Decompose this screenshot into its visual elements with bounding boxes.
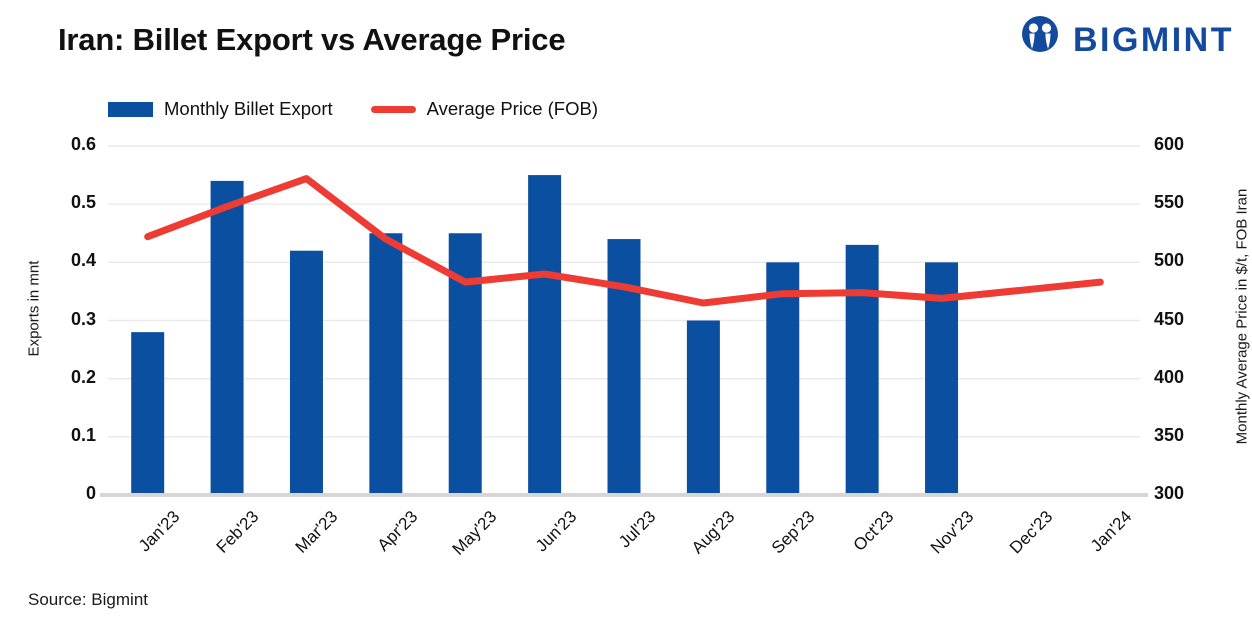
bar-jan23 <box>131 332 165 495</box>
y-axis-right-tick: 500 <box>1154 250 1185 271</box>
bar-oct23 <box>845 244 879 495</box>
y-axis-right-tick: 300 <box>1154 483 1185 503</box>
y-axis-right-tick: 400 <box>1154 366 1185 387</box>
legend-label-billet-export: Monthly Billet Export <box>164 98 333 119</box>
price-line <box>144 175 1104 307</box>
legend-label-average-price: Average Price (FOB) <box>426 98 598 119</box>
bar-sep23 <box>766 262 800 495</box>
y-axis-left-tick: 0.3 <box>70 308 96 329</box>
y-axis-left-tick: 0.6 <box>70 134 96 154</box>
y-axis-left-tick: 0.2 <box>70 366 96 387</box>
source-note: Source: Bigmint <box>28 590 148 609</box>
bar-feb23 <box>210 180 244 495</box>
bar-apr23 <box>369 233 403 495</box>
legend-bar-swatch-icon <box>108 101 153 117</box>
y-axis-right-title: Monthly Average Price in $/t, FOB Iran <box>1233 188 1251 445</box>
y-axis-right-tick: 450 <box>1154 308 1185 329</box>
bar-jun23 <box>528 175 562 496</box>
legend-line-swatch-icon <box>370 105 416 113</box>
legend-item-average-price[interactable]: Average Price (FOB) <box>370 98 598 120</box>
bar-jul23 <box>607 239 641 495</box>
bar-mar23 <box>289 250 323 495</box>
y-axis-right-tick: 550 <box>1154 192 1185 213</box>
y-axis-right-tick: 350 <box>1154 424 1185 445</box>
chart-legend: Monthly Billet Export Average Price (FOB… <box>108 96 598 122</box>
line-series <box>144 175 1104 307</box>
y-axis-right-tick: 600 <box>1154 134 1185 154</box>
brand-name: BIGMINT <box>1072 20 1234 59</box>
bar-aug23 <box>686 320 720 495</box>
chart-header: Iran: Billet Export vs Average Price BIG… <box>0 0 1252 86</box>
y-axis-left-tick: 0.1 <box>70 424 96 445</box>
bar-series <box>131 175 959 496</box>
brand-logo: BIGMINT <box>1017 14 1234 65</box>
page-title: Iran: Billet Export vs Average Price <box>58 22 566 57</box>
bigmint-people-circle-icon <box>1017 14 1063 65</box>
y-axis-left-tick: 0.4 <box>70 250 96 271</box>
y-axis-left-tick: 0.5 <box>70 192 96 213</box>
legend-item-billet-export[interactable]: Monthly Billet Export <box>108 98 333 120</box>
y-axis-left-tick: 0 <box>85 483 96 503</box>
